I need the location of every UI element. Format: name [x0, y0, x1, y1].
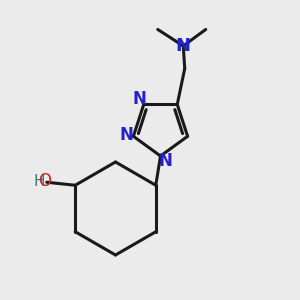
Text: N: N: [120, 126, 134, 144]
Text: H: H: [34, 173, 45, 189]
Text: N: N: [132, 90, 146, 108]
Text: N: N: [158, 152, 172, 170]
Text: N: N: [176, 37, 191, 55]
Text: O: O: [38, 172, 51, 190]
